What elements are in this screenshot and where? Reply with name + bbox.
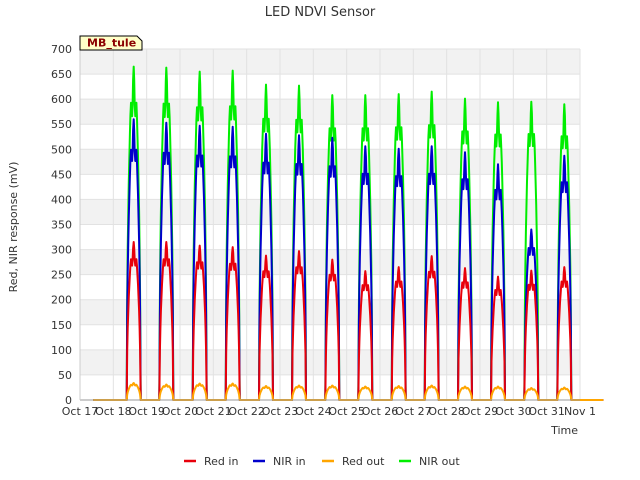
y-tick-label: 500 <box>51 143 72 156</box>
grid-lines <box>79 48 581 401</box>
x-tick-label: Oct 31 <box>528 405 565 418</box>
site-badge: MB_tule <box>79 35 143 51</box>
x-tick-label: Oct 30 <box>495 405 532 418</box>
axes <box>79 49 580 401</box>
x-tick-label: Nov 1 <box>564 405 596 418</box>
plot-band <box>80 349 580 375</box>
plot-band <box>80 299 580 325</box>
site-badge-label: MB_tule <box>87 37 136 50</box>
y-tick-label: 350 <box>51 219 72 232</box>
x-tick-label: Oct 25 <box>328 405 365 418</box>
x-axis-label: Time <box>550 424 578 437</box>
plot-band <box>80 224 580 250</box>
x-tick-label: Oct 28 <box>428 405 465 418</box>
legend-label: Red out <box>342 455 385 468</box>
plot-band <box>80 49 580 75</box>
x-tick-label: Oct 17 <box>62 405 99 418</box>
y-tick-label: 700 <box>51 43 72 56</box>
plot-band <box>80 99 580 125</box>
legend-label: NIR in <box>273 455 306 468</box>
y-tick-labels: 0 50 100 150 200 250 300 350 400 450 500 550 600 650 7… <box>51 43 72 407</box>
x-tick-label: Oct 22 <box>228 405 265 418</box>
x-tick-label: Oct 19 <box>128 405 165 418</box>
x-tick-label: Oct 26 <box>362 405 399 418</box>
y-tick-label: 650 <box>51 68 72 81</box>
chart-title: LED NDVI Sensor <box>265 5 376 20</box>
x-tick-label: Oct 20 <box>162 405 199 418</box>
x-tick-label: Oct 18 <box>95 405 132 418</box>
y-tick-label: 150 <box>51 319 72 332</box>
y-tick-label: 100 <box>51 344 72 357</box>
y-tick-label: 50 <box>58 369 72 382</box>
y-tick-label: 600 <box>51 93 72 106</box>
y-tick-label: 450 <box>51 168 72 181</box>
legend-label: NIR out <box>419 455 460 468</box>
y-tick-label: 0 <box>65 394 72 407</box>
x-tick-label: Oct 29 <box>462 405 499 418</box>
y-tick-label: 400 <box>51 193 72 206</box>
x-tick-label: Oct 24 <box>295 405 332 418</box>
legend-label: Red in <box>204 455 238 468</box>
legend: Red in NIR in Red out NIR out <box>184 455 460 468</box>
x-tick-label: Oct 27 <box>395 405 432 418</box>
y-tick-label: 200 <box>51 294 72 307</box>
y-axis-label: Red, NIR response (mV) <box>7 162 20 293</box>
plot-band <box>80 249 580 275</box>
plot-background-bands <box>80 49 580 400</box>
y-tick-label: 300 <box>51 244 72 257</box>
y-tick-label: 250 <box>51 269 72 282</box>
plot-band <box>80 199 580 225</box>
plot-band <box>80 74 580 100</box>
plot-band <box>80 324 580 350</box>
y-tick-label: 550 <box>51 118 72 131</box>
x-tick-label: Oct 21 <box>195 405 232 418</box>
x-tick-label: Oct 23 <box>262 405 299 418</box>
